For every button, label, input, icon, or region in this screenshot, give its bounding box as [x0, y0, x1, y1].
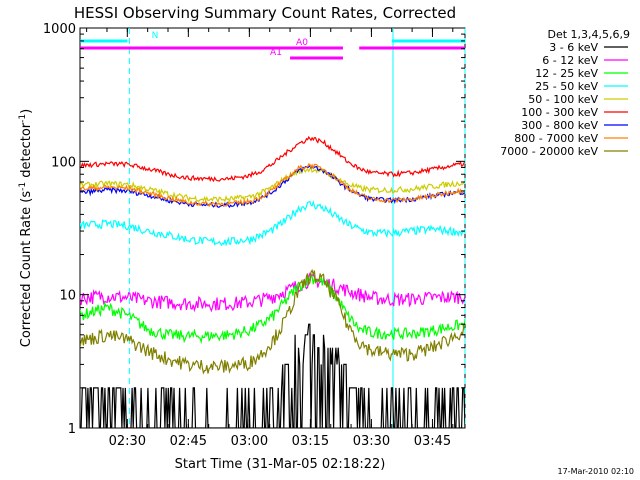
legend-label: 12 - 25 keV	[535, 67, 598, 80]
x-axis-label: Start Time (31-Mar-05 02:18:22)	[175, 457, 386, 472]
series-line	[80, 268, 465, 375]
legend-label: 100 - 300 keV	[521, 106, 598, 119]
flag-label: A1	[270, 48, 282, 58]
flag-bars: N A0 A1	[80, 31, 465, 60]
series-line	[80, 199, 465, 247]
legend-label: 6 - 12 keV	[542, 54, 598, 67]
y-tick-label: 1	[68, 422, 76, 437]
x-tick-label: 03:15	[292, 434, 329, 449]
legend-label: 300 - 800 keV	[521, 119, 598, 132]
x-tick-label: 02:45	[170, 434, 207, 449]
x-tick-label: 03:45	[414, 434, 451, 449]
x-tick-label: 02:30	[109, 434, 146, 449]
chart-title: HESSI Observing Summary Count Rates, Cor…	[74, 4, 456, 22]
y-axis-label: Corrected Count Rate (s-1 detector-1)	[18, 109, 34, 347]
x-tick-label: 03:00	[231, 434, 268, 449]
flag-label: A0	[296, 38, 308, 48]
series-layer	[80, 135, 465, 428]
footer-date: 17-Mar-2010 02:10	[558, 467, 635, 476]
y-tick-label: 1000	[43, 22, 76, 37]
legend-label: 3 - 6 keV	[549, 41, 598, 54]
series-line	[80, 323, 465, 428]
legend-label: 25 - 50 keV	[535, 80, 598, 93]
plot-frame	[79, 27, 466, 429]
series-line	[80, 166, 465, 204]
y-axis-ticks: 1 10 100 1000	[43, 22, 465, 437]
series-line	[80, 272, 465, 313]
y-tick-label: 100	[51, 155, 76, 170]
legend-label: 50 - 100 keV	[528, 93, 598, 106]
y-tick-label: 10	[59, 289, 76, 304]
vertical-marker-lines	[128, 28, 466, 428]
x-axis-ticks: 02:30 02:45 03:00 03:15 03:30 03:45	[86, 28, 454, 449]
series-line	[80, 274, 465, 345]
legend-label: 7000 - 20000 keV	[500, 145, 598, 158]
x-tick-label: 03:30	[353, 434, 390, 449]
series-line	[80, 135, 465, 183]
series-line	[80, 164, 465, 209]
legend-title: Det 1,3,4,5,6,9	[547, 28, 630, 41]
legend-label: 800 - 7000 keV	[514, 132, 598, 145]
flag-label: N	[152, 31, 159, 41]
series-line	[80, 163, 465, 208]
